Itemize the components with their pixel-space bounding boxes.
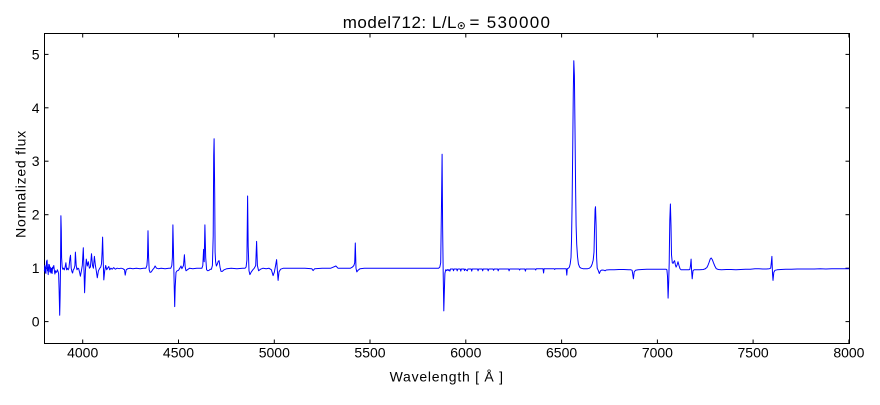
svg-text:4000: 4000: [67, 345, 98, 361]
svg-text:model712: L/L: model712: L/L: [343, 13, 457, 32]
svg-text:Normalized flux: Normalized flux: [13, 130, 29, 238]
svg-text:5000: 5000: [259, 345, 290, 361]
svg-text:6000: 6000: [450, 345, 481, 361]
svg-text:4500: 4500: [163, 345, 194, 361]
svg-text:0: 0: [32, 314, 40, 330]
svg-text:= 530000: = 530000: [470, 13, 552, 32]
svg-text:4: 4: [32, 100, 40, 116]
svg-text:2: 2: [32, 207, 40, 223]
svg-text:3: 3: [32, 153, 40, 169]
svg-text:5: 5: [32, 46, 40, 62]
svg-text:6500: 6500: [546, 345, 577, 361]
svg-text:1: 1: [32, 260, 40, 276]
svg-text:Wavelength [ Å ]: Wavelength [ Å ]: [390, 368, 504, 384]
svg-text:7500: 7500: [738, 345, 769, 361]
svg-text:5500: 5500: [354, 345, 385, 361]
svg-text:7000: 7000: [642, 345, 673, 361]
svg-text:8000: 8000: [833, 345, 864, 361]
